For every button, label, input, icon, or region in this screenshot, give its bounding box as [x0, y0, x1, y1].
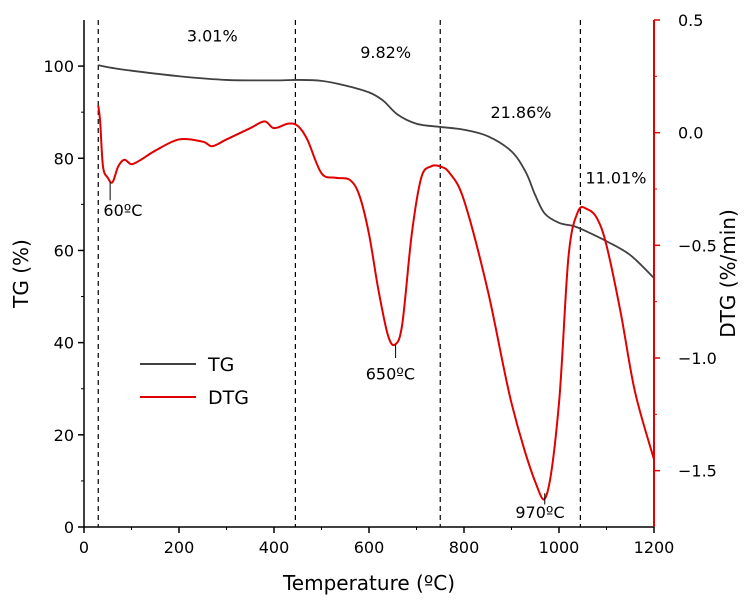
annotation-label: 9.82%	[360, 43, 411, 62]
series-line-dtg	[97, 105, 655, 501]
annotation-label: 970ºC	[515, 503, 564, 522]
x-tick-label: 200	[164, 538, 195, 557]
annotation-label: 60ºC	[103, 201, 142, 220]
x-tick-label: 600	[354, 538, 385, 557]
x-tick-label: 1000	[539, 538, 580, 557]
y-right-tick-label: −0.5	[678, 236, 717, 255]
y-right-tick-label: −1.0	[678, 349, 717, 368]
plot-area	[97, 20, 655, 527]
legend: TG DTG	[140, 354, 249, 409]
x-tick-label: 400	[259, 538, 290, 557]
annotation-label: 11.01%	[585, 169, 646, 188]
axes: 0 200 400 600 800 1000 1200 0 20 40 60 80 100 0.5 0.0 −…	[9, 11, 740, 595]
y-right-tick-label: 0.0	[678, 124, 703, 143]
y-left-tick-label: 0	[64, 518, 74, 537]
annotations: 3.01% 9.82% 21.86% 11.01% 60ºC 650ºC 970ºC	[103, 27, 646, 522]
x-tick-label: 0	[79, 538, 89, 557]
x-tick-label: 1200	[634, 538, 675, 557]
y-left-tick-label: 60	[54, 241, 74, 260]
y-right-tick-label: 0.5	[678, 11, 703, 30]
y-left-tick-label: 40	[54, 334, 74, 353]
annotation-label: 3.01%	[187, 27, 238, 46]
x-axis-title: Temperature (ºC)	[282, 571, 455, 595]
y-axis-right-title: DTG (%/min)	[716, 209, 740, 338]
y-left-tick-label: 80	[54, 149, 74, 168]
y-right-tick-label: −1.5	[678, 462, 717, 481]
annotation-label: 650ºC	[366, 365, 415, 384]
legend-label-dtg: DTG	[208, 387, 249, 409]
y-left-tick-label: 20	[54, 426, 74, 445]
legend-label-tg: TG	[207, 354, 234, 376]
y-left-tick-label: 100	[43, 57, 74, 76]
annotation-label: 21.86%	[490, 103, 551, 122]
x-tick-label: 800	[449, 538, 480, 557]
y-axis-left-title: TG (%)	[9, 239, 33, 309]
